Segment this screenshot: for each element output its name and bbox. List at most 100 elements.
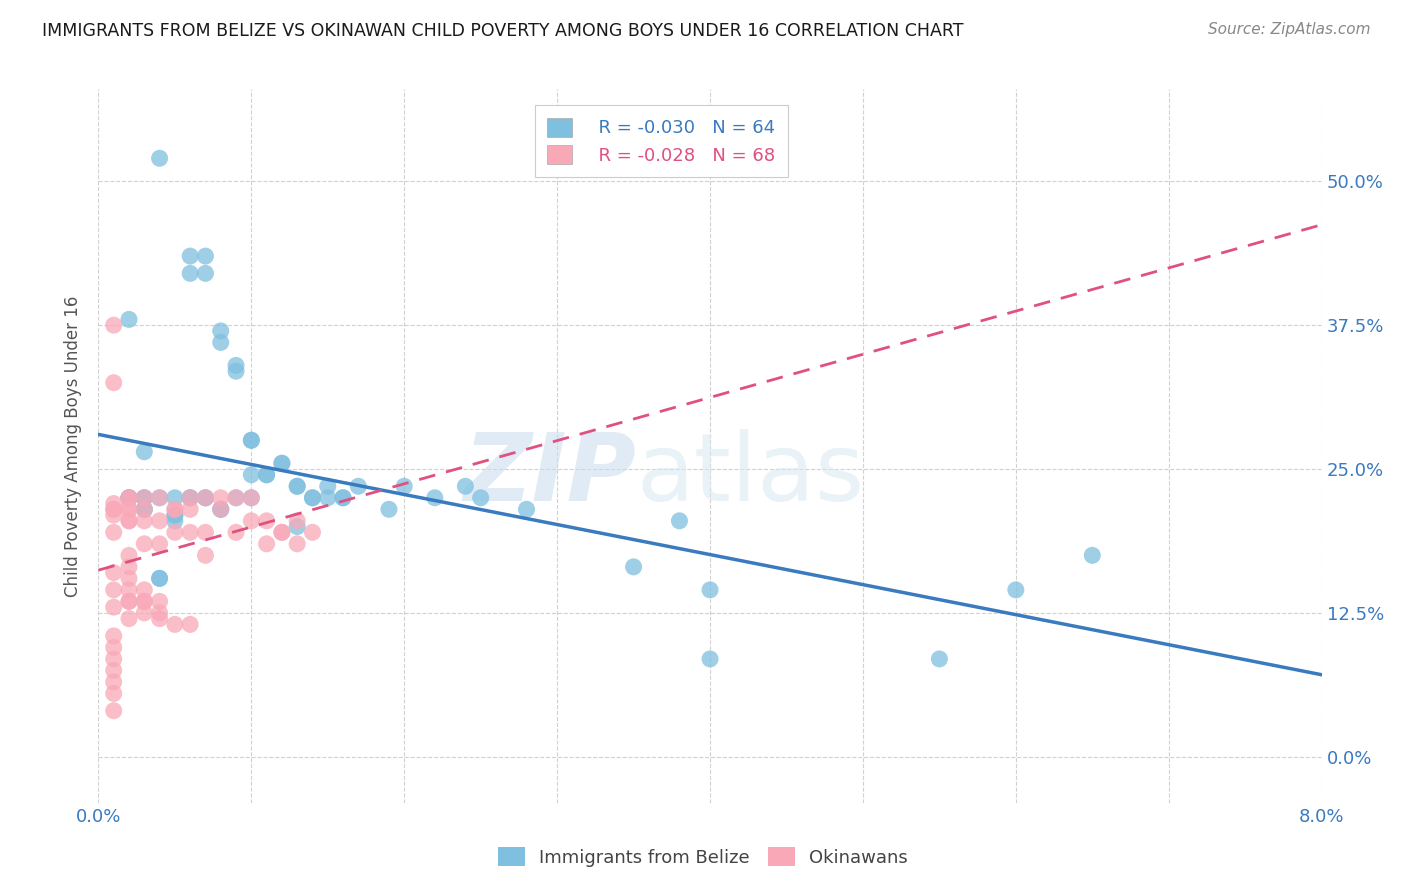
Point: [118, 571, 141, 585]
Point: [316, 491, 339, 505]
Point: [149, 491, 172, 505]
Point: [103, 502, 125, 516]
Point: [149, 571, 172, 585]
Point: [103, 497, 125, 511]
Text: atlas: atlas: [637, 428, 865, 521]
Point: [103, 675, 125, 690]
Point: [118, 312, 141, 326]
Point: [179, 525, 201, 540]
Text: IMMIGRANTS FROM BELIZE VS OKINAWAN CHILD POVERTY AMONG BOYS UNDER 16 CORRELATION: IMMIGRANTS FROM BELIZE VS OKINAWAN CHILD…: [42, 22, 963, 40]
Point: [118, 582, 141, 597]
Point: [163, 502, 186, 516]
Point: [163, 525, 186, 540]
Point: [301, 491, 323, 505]
Point: [103, 600, 125, 615]
Point: [103, 566, 125, 580]
Point: [285, 479, 308, 493]
Point: [103, 508, 125, 522]
Point: [270, 525, 294, 540]
Point: [118, 491, 141, 505]
Point: [103, 629, 125, 643]
Point: [134, 582, 156, 597]
Point: [928, 652, 950, 666]
Point: [1004, 582, 1026, 597]
Point: [149, 606, 172, 620]
Point: [134, 594, 156, 608]
Point: [134, 606, 156, 620]
Point: [699, 652, 721, 666]
Point: [163, 502, 186, 516]
Point: [134, 502, 156, 516]
Point: [332, 491, 354, 505]
Point: [285, 519, 308, 533]
Point: [103, 582, 125, 597]
Point: [103, 502, 125, 516]
Point: [163, 514, 186, 528]
Point: [209, 491, 232, 505]
Point: [134, 491, 156, 505]
Point: [470, 491, 492, 505]
Point: [285, 479, 308, 493]
Point: [225, 364, 247, 378]
Legend: Immigrants from Belize, Okinawans: Immigrants from Belize, Okinawans: [491, 840, 915, 874]
Point: [118, 491, 141, 505]
Y-axis label: Child Poverty Among Boys Under 16: Child Poverty Among Boys Under 16: [65, 295, 83, 597]
Point: [194, 266, 217, 280]
Point: [454, 479, 477, 493]
Point: [256, 514, 278, 528]
Point: [392, 479, 416, 493]
Point: [103, 376, 125, 390]
Point: [301, 525, 323, 540]
Point: [179, 266, 201, 280]
Point: [149, 594, 172, 608]
Point: [270, 456, 294, 470]
Point: [103, 652, 125, 666]
Point: [118, 502, 141, 516]
Point: [103, 686, 125, 700]
Point: [1081, 549, 1104, 563]
Point: [270, 525, 294, 540]
Point: [240, 491, 263, 505]
Point: [209, 324, 232, 338]
Point: [240, 467, 263, 482]
Point: [209, 502, 232, 516]
Point: [103, 640, 125, 655]
Point: [623, 559, 645, 574]
Point: [134, 502, 156, 516]
Point: [423, 491, 446, 505]
Point: [134, 502, 156, 516]
Point: [118, 594, 141, 608]
Point: [240, 434, 263, 448]
Point: [194, 249, 217, 263]
Point: [179, 491, 201, 505]
Point: [103, 664, 125, 678]
Point: [149, 514, 172, 528]
Point: [118, 559, 141, 574]
Point: [118, 491, 141, 505]
Legend:   R = -0.030   N = 64,   R = -0.028   N = 68: R = -0.030 N = 64, R = -0.028 N = 68: [534, 105, 787, 178]
Point: [163, 508, 186, 522]
Point: [194, 491, 217, 505]
Point: [316, 479, 339, 493]
Point: [134, 491, 156, 505]
Point: [118, 491, 141, 505]
Point: [194, 491, 217, 505]
Point: [163, 617, 186, 632]
Point: [256, 467, 278, 482]
Point: [103, 318, 125, 333]
Point: [209, 502, 232, 516]
Point: [163, 491, 186, 505]
Point: [179, 617, 201, 632]
Point: [118, 491, 141, 505]
Point: [118, 491, 141, 505]
Point: [378, 502, 401, 516]
Point: [301, 491, 323, 505]
Point: [225, 491, 247, 505]
Point: [285, 537, 308, 551]
Point: [179, 491, 201, 505]
Point: [209, 502, 232, 516]
Point: [240, 514, 263, 528]
Point: [225, 491, 247, 505]
Point: [118, 502, 141, 516]
Point: [256, 467, 278, 482]
